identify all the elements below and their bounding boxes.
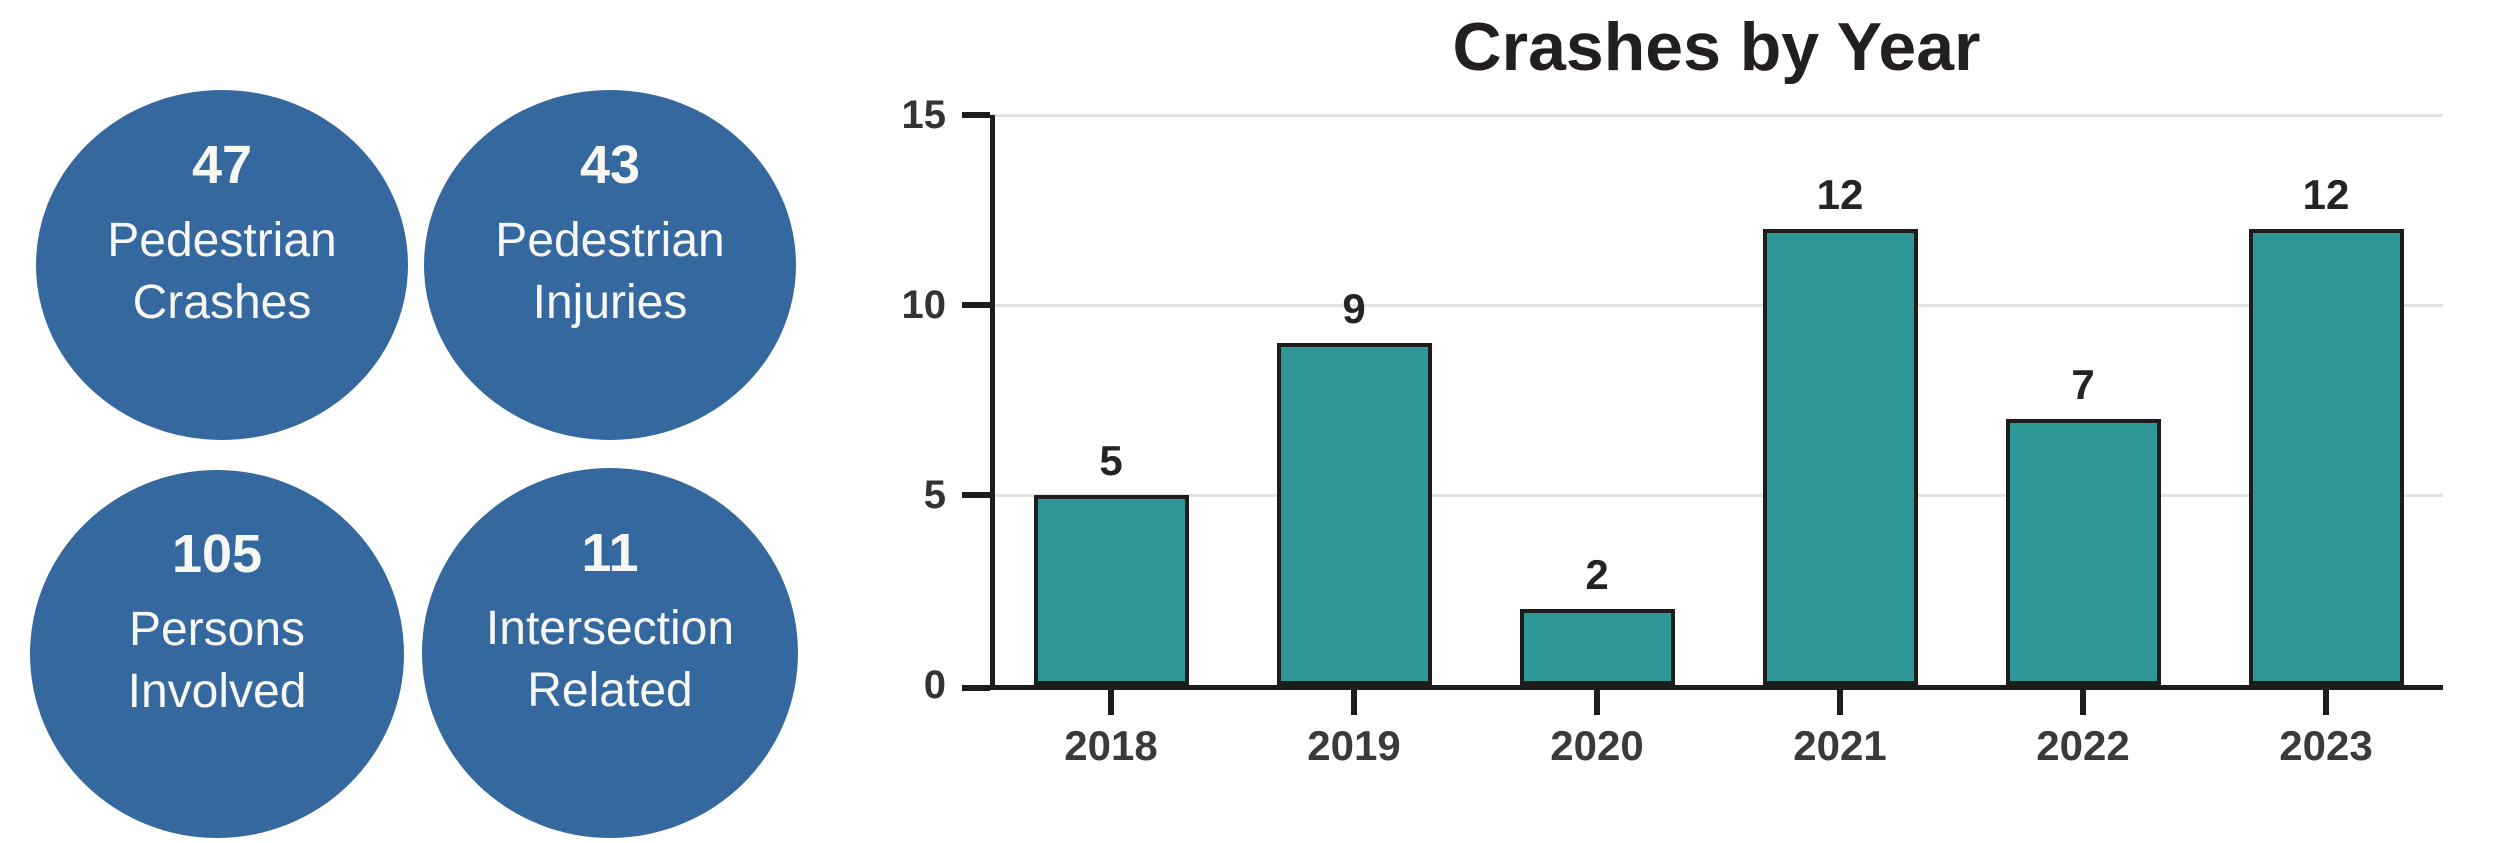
x-tick-label-2019: 2019: [1307, 722, 1401, 769]
stat-circle-content: 47 Pedestrian Crashes: [107, 135, 337, 333]
gridline-y-15: [990, 114, 2443, 117]
stat-label-line: Related: [527, 663, 693, 717]
bar-2022: [2005, 419, 2161, 685]
y-tick-10: [962, 302, 990, 308]
x-tick-label-2021: 2021: [1793, 722, 1887, 769]
x-tick-2022: [2080, 685, 2086, 715]
plot-area: 0 5 10 15 5 2018 9 2019 2 2020 12 2021 7 2022 12 2023: [902, 93, 2443, 769]
stat-label-line: Injuries: [532, 275, 688, 329]
stat-value: 105: [171, 524, 263, 585]
x-tick-label-2022: 2022: [2036, 722, 2130, 769]
gridline-y-5: [990, 494, 2443, 497]
stat-label-line: Persons: [128, 602, 306, 656]
x-tick-2021: [1837, 685, 1843, 715]
y-tick-5: [962, 492, 990, 498]
chart-title: Crashes by Year: [1452, 9, 1981, 85]
x-tick-2020: [1594, 685, 1600, 715]
y-tick-label-10: 10: [901, 283, 947, 327]
stat-value: 43: [579, 135, 641, 196]
stat-label-line: Intersection: [485, 601, 735, 655]
x-tick-2023: [2323, 685, 2329, 715]
stat-circle-content: 11 Intersection Related: [485, 523, 735, 721]
x-tick-2018: [1108, 685, 1114, 715]
gridline-y-10: [990, 304, 2443, 307]
x-tick-label-2018: 2018: [1064, 722, 1158, 769]
x-tick-2019: [1351, 685, 1357, 715]
bar-2018: [1033, 495, 1189, 685]
stat-label-line: Crashes: [132, 275, 312, 329]
bar-value-label-2018: 5: [1099, 437, 1123, 484]
stat-circle-pedestrian-crashes: 47 Pedestrian Crashes: [36, 90, 408, 440]
stat-label-line: Pedestrian: [495, 213, 725, 267]
bar-value-label-2021: 12: [1816, 171, 1864, 218]
stat-circle-intersection-related: 11 Intersection Related: [422, 468, 798, 838]
stat-circle-persons-involved: 105 Persons Involved: [30, 470, 404, 838]
bar-value-label-2020: 2: [1585, 551, 1609, 598]
y-axis: [990, 115, 995, 685]
stat-value: 47: [191, 135, 253, 196]
y-tick-label-5: 5: [923, 473, 946, 517]
x-tick-label-2020: 2020: [1550, 722, 1644, 769]
y-tick-0: [962, 685, 990, 691]
stat-label-line: Pedestrian: [107, 213, 337, 267]
stat-value: 11: [581, 523, 639, 584]
bar-2019: [1276, 343, 1432, 685]
stat-circle-content: 105 Persons Involved: [127, 524, 307, 722]
bar-2023: [2248, 229, 2404, 685]
bar-value-label-2019: 9: [1342, 285, 1366, 332]
bar-2020: [1519, 609, 1675, 685]
x-tick-label-2023: 2023: [2279, 722, 2373, 769]
stat-circle-pedestrian-injuries: 43 Pedestrian Injuries: [424, 90, 796, 440]
bar-value-label-2023: 12: [2302, 171, 2350, 218]
x-axis: [990, 685, 2443, 690]
bar-2021: [1762, 229, 1918, 685]
stat-label-line: Involved: [127, 664, 307, 718]
y-tick-label-15: 15: [901, 93, 947, 137]
stat-circle-content: 43 Pedestrian Injuries: [495, 135, 725, 333]
y-tick-15: [962, 112, 990, 118]
bar-value-label-2022: 7: [2071, 361, 2095, 408]
y-tick-label-0: 0: [923, 663, 946, 707]
